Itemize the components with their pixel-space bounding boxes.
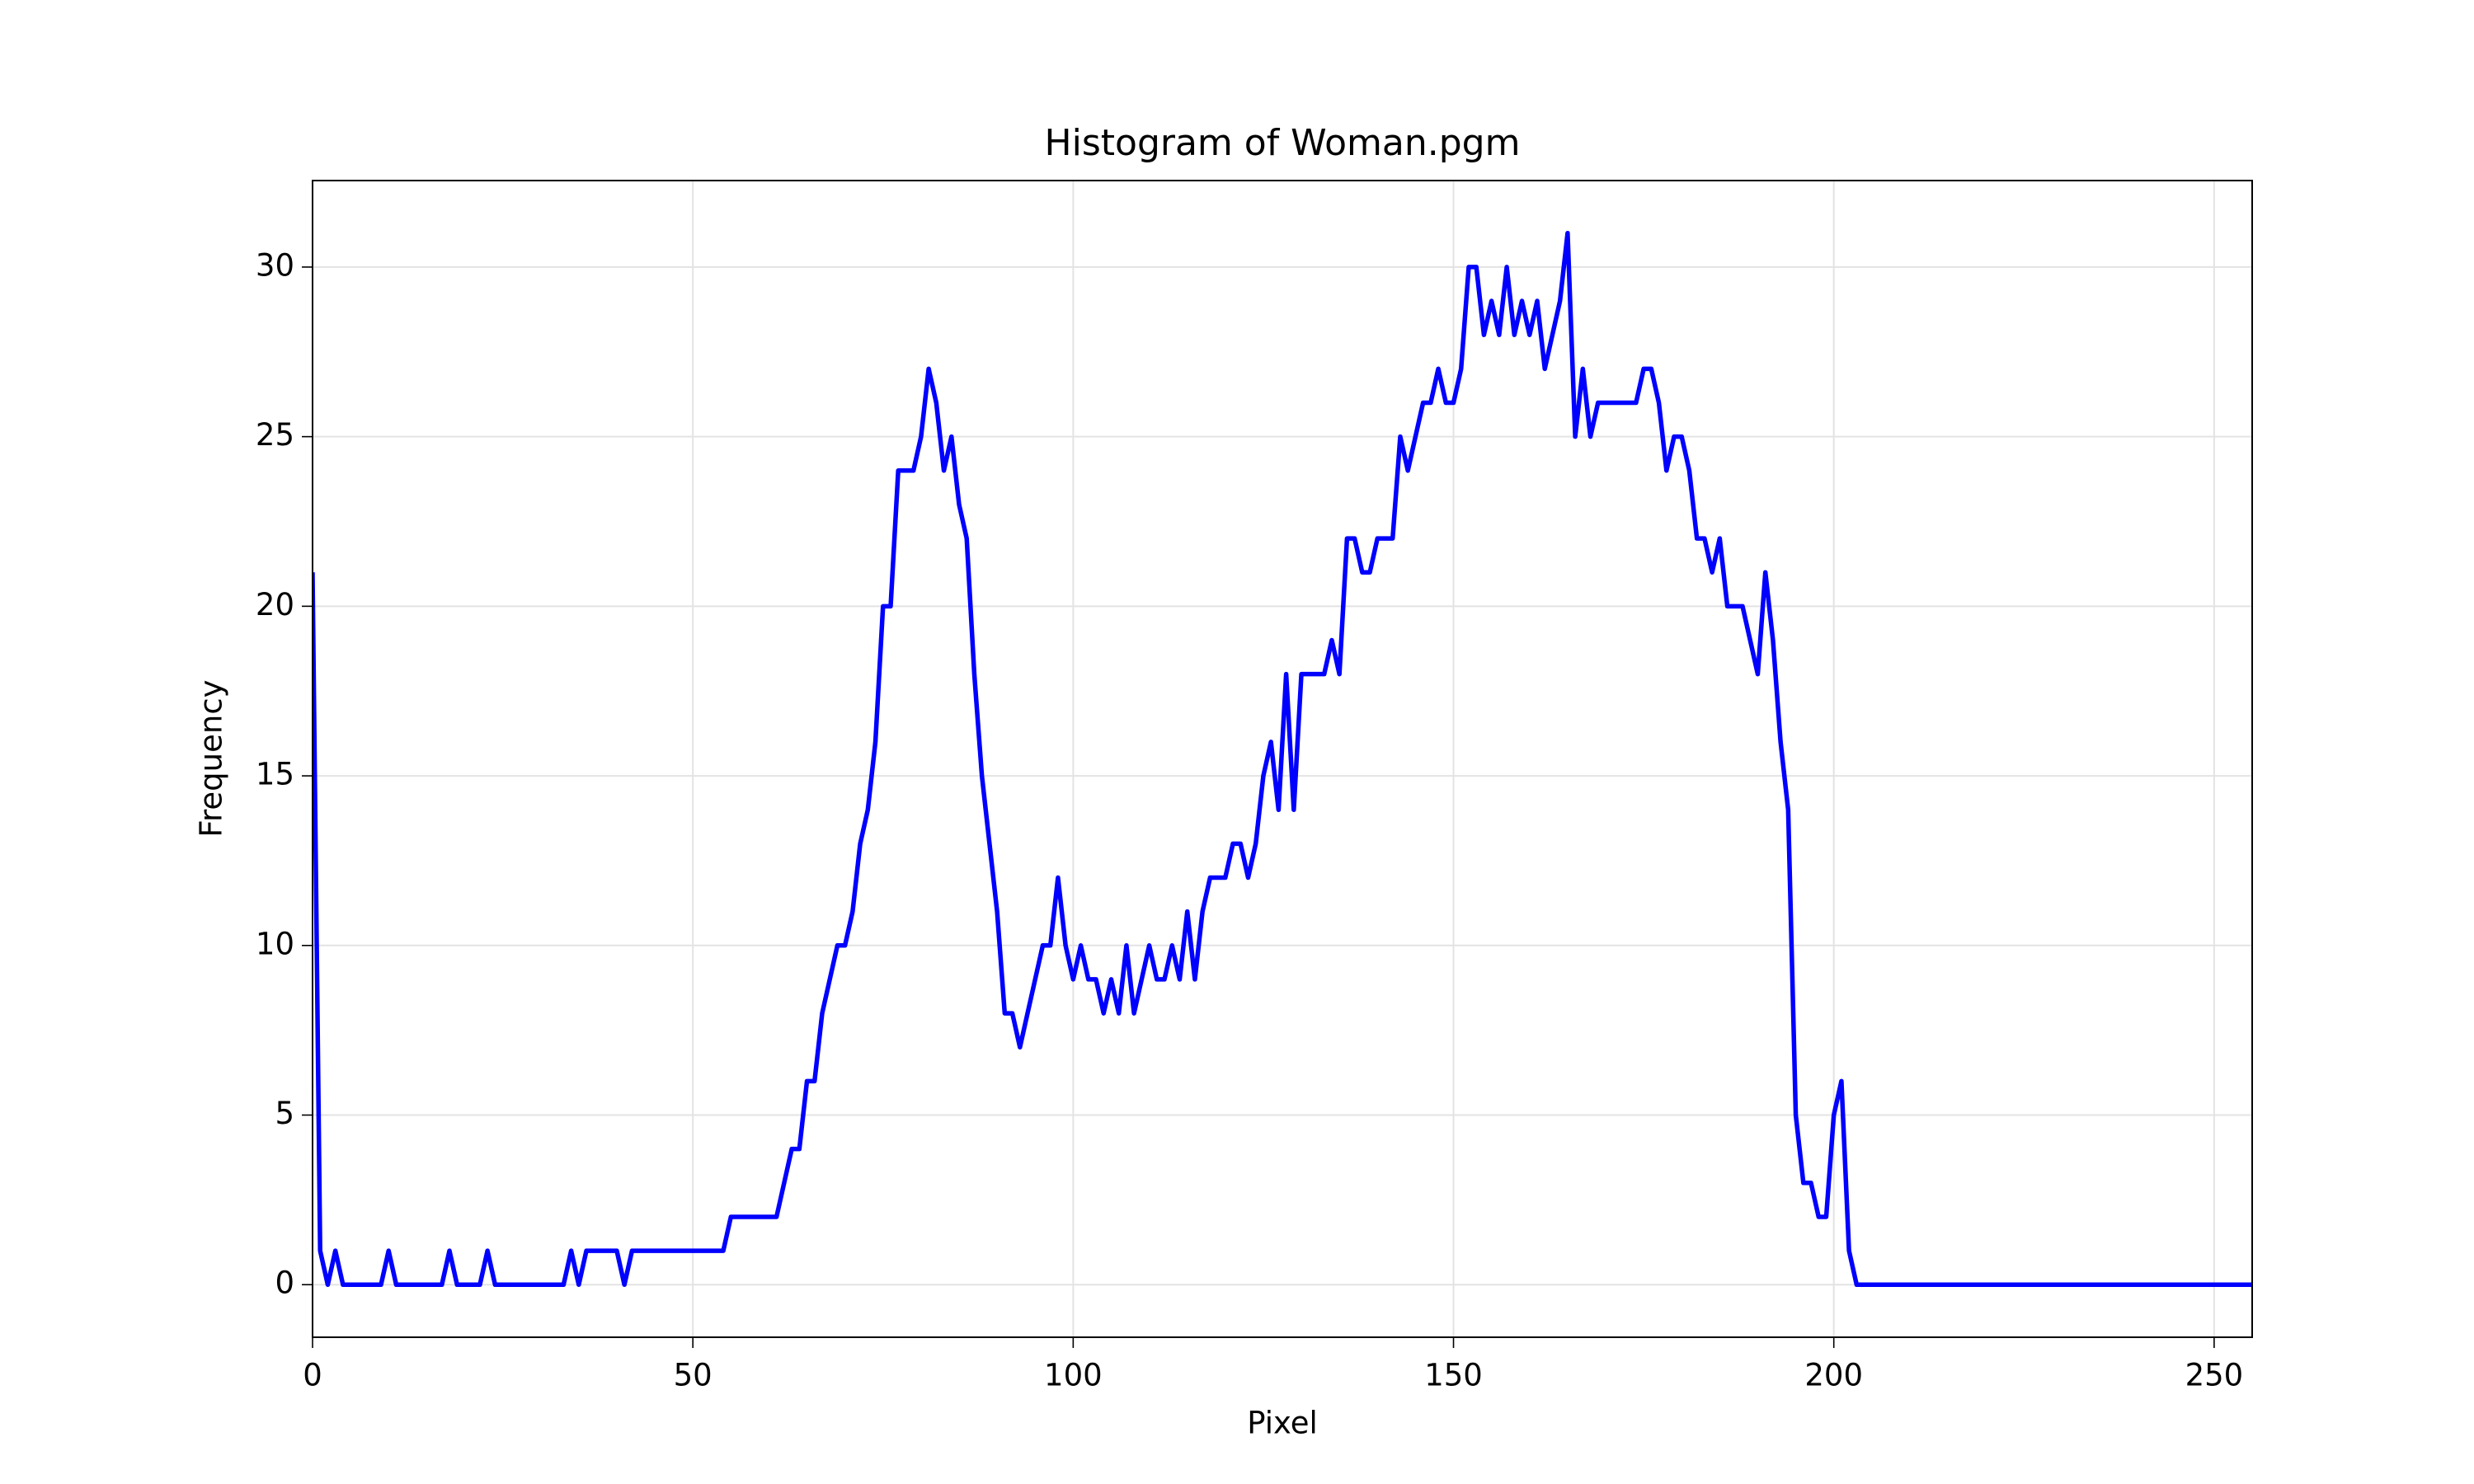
axes-frame (312, 180, 2253, 1338)
y-tick-label: 0 (275, 1266, 294, 1301)
y-tick-label: 10 (256, 926, 294, 961)
x-tick-label: 50 (674, 1358, 713, 1393)
x-axis-label: Pixel (1247, 1406, 1318, 1441)
y-tick-label: 30 (256, 247, 294, 283)
x-tick-label: 0 (303, 1358, 322, 1393)
x-tick-label: 250 (2185, 1358, 2244, 1393)
y-axis-label: Frequency (194, 679, 229, 837)
y-tick-label: 15 (256, 757, 294, 792)
y-tick-label: 20 (256, 587, 294, 622)
data-line (313, 231, 2252, 1287)
x-tick-label: 150 (1424, 1358, 1483, 1393)
y-tick-label: 5 (275, 1096, 294, 1131)
x-tick-label: 100 (1044, 1358, 1103, 1393)
y-tick-label: 25 (256, 417, 294, 453)
chart-title: Histogram of Woman.pgm (1045, 122, 1521, 164)
x-tick-label: 200 (1804, 1358, 1863, 1393)
